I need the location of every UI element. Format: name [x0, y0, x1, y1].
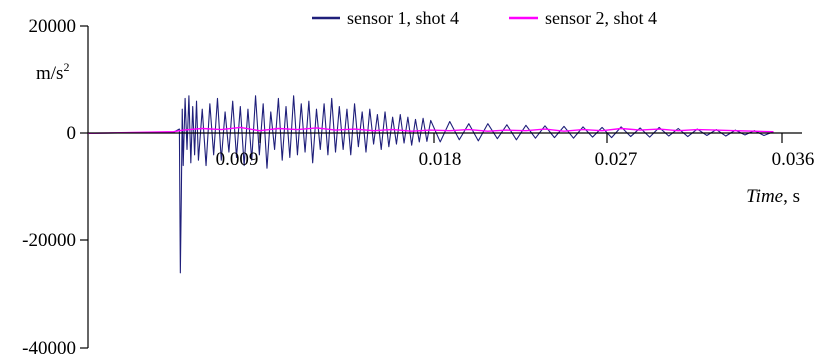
- y-tick-label-20000: 20000: [29, 16, 77, 37]
- y-tick-label-minus-20000: -20000: [22, 230, 76, 251]
- series-line-1: [87, 95, 774, 274]
- x-axis-label-unit: , s: [783, 186, 800, 207]
- y-axis-unit-label: m/s2: [36, 60, 69, 84]
- y-tick-label-minus-40000: -40000: [22, 338, 76, 358]
- x-axis-label: Time, s: [746, 186, 800, 207]
- x-axis-label-italic: Time: [746, 186, 783, 207]
- x-tick-label-0.009: 0.009: [216, 149, 259, 170]
- legend-label-sensor-2: sensor 2, shot 4: [545, 8, 657, 28]
- series-layer: [87, 95, 774, 274]
- series-line-2: [87, 126, 774, 135]
- x-tick-label-0.036: 0.036: [772, 149, 815, 170]
- y-axis-unit-exponent: 2: [63, 60, 69, 74]
- y-tick-label-0: 0: [67, 123, 77, 144]
- legend: sensor 1, shot 4 sensor 2, shot 4: [312, 8, 657, 28]
- y-axis-unit-base: m/s: [36, 63, 63, 84]
- x-tick-label-0.027: 0.027: [595, 149, 638, 170]
- legend-label-sensor-1: sensor 1, shot 4: [347, 8, 459, 28]
- x-tick-label-0.018: 0.018: [419, 149, 462, 170]
